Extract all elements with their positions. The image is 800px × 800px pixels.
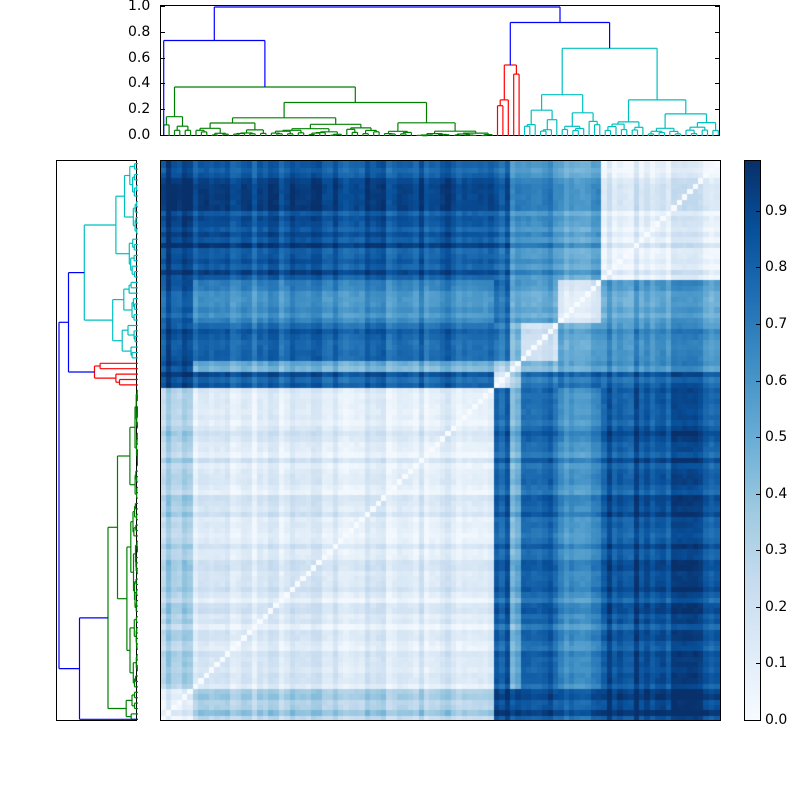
top-dendrogram xyxy=(160,5,720,137)
colorbar-tick-label: 0.6 xyxy=(765,372,788,389)
colorbar-tick-label: 0.1 xyxy=(765,655,788,672)
colorbar-tick-mark xyxy=(756,380,761,382)
heatmap-canvas xyxy=(161,161,720,720)
colorbar-tick-label: 0.9 xyxy=(765,202,788,219)
top-dendrogram-tick-mark xyxy=(160,31,165,33)
top-dendrogram-tick-label: 0.2 xyxy=(128,101,151,118)
top-dendrogram-tick-mark xyxy=(160,57,165,59)
top-dendrogram-tick-mark-right xyxy=(715,31,720,33)
colorbar-gradient xyxy=(745,161,760,720)
colorbar-tick-label: 0.4 xyxy=(765,485,788,502)
colorbar-tick-mark xyxy=(756,324,761,326)
colorbar xyxy=(744,160,761,721)
top-dendrogram-tick-mark xyxy=(160,135,165,136)
colorbar-tick-mark xyxy=(756,437,761,439)
top-dendrogram-tick-mark xyxy=(160,109,165,111)
heatmap xyxy=(160,160,721,721)
colorbar-tick-label: 0.2 xyxy=(765,598,788,615)
colorbar-tick-mark xyxy=(756,493,761,495)
colorbar-tick-mark xyxy=(756,267,761,269)
top-dendrogram-tick-label: 0.0 xyxy=(128,127,151,143)
top-dendrogram-tick-mark-right xyxy=(715,109,720,111)
top-dendrogram-tick-label: 0.4 xyxy=(128,75,151,92)
left-dendrogram xyxy=(56,160,138,721)
top-dendrogram-tick-mark-right xyxy=(715,135,720,136)
colorbar-tick-label: 0.7 xyxy=(765,316,788,333)
top-dendrogram-tick-mark xyxy=(160,6,165,7)
top-dendrogram-tick-mark-right xyxy=(715,57,720,59)
top-dendrogram-tick-label: 0.8 xyxy=(128,23,151,40)
colorbar-tick-label: 0.0 xyxy=(765,712,788,728)
top-dendrogram-tick-mark-right xyxy=(715,83,720,85)
top-dendrogram-tick-label: 1.0 xyxy=(128,0,151,14)
colorbar-tick-label: 0.5 xyxy=(765,429,788,446)
left-dendrogram-tree xyxy=(58,163,138,720)
top-dendrogram-tick-mark xyxy=(160,83,165,85)
colorbar-tick-mark xyxy=(756,606,761,608)
colorbar-tick-label: 0.8 xyxy=(765,259,788,276)
colorbar-tick-mark xyxy=(756,550,761,552)
top-dendrogram-tick-mark-right xyxy=(715,6,720,7)
top-dendrogram-tree xyxy=(163,6,719,137)
colorbar-tick-mark xyxy=(756,210,761,212)
colorbar-tick-mark xyxy=(756,720,761,721)
colorbar-tick-mark xyxy=(756,663,761,665)
top-dendrogram-tick-label: 0.6 xyxy=(128,49,151,66)
colorbar-tick-label: 0.3 xyxy=(765,542,788,559)
